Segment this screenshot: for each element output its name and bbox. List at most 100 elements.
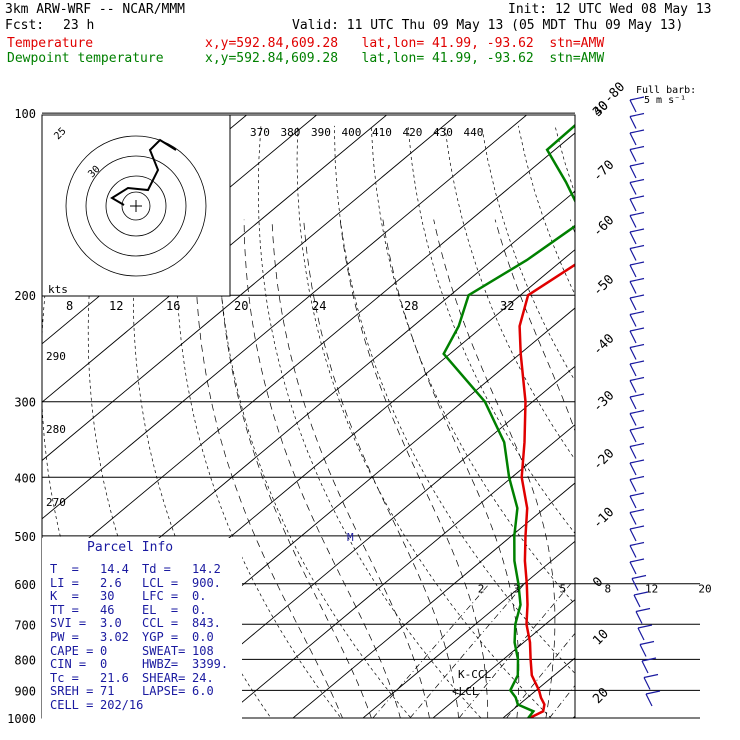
series-line-temperature [518,263,575,718]
hodograph-ring [105,175,167,237]
wind-barb [629,462,637,476]
wind-barb [629,426,645,431]
wind-barb [629,165,637,179]
theta-e-label: 410 [372,126,392,139]
wind-barb [629,376,645,382]
parcel-param-value: 108 [192,643,214,658]
temperature-tick-label: -40 [590,331,617,358]
valid-time: Valid: 11 UTC Thu 09 May 13 (05 MDT Thu … [292,18,684,33]
dry-adiabat [592,126,740,731]
theta-e-label: 440 [464,126,484,139]
wind-barb [629,446,637,459]
parcel-param-value: 21.6 [100,670,129,685]
wind-barb [629,327,645,332]
pressure-tick-label: 100 [14,107,36,121]
hodograph-unit: kts [48,283,68,296]
wind-barb [629,297,637,311]
wind-barb [635,607,651,613]
parcel-param-label: LI = [50,575,79,590]
wind-barb [641,660,649,674]
parcel-param-label: Tc = [50,670,79,685]
temperature-tick-label: 10 [590,627,612,649]
wind-barb [629,264,637,278]
series-line-dewpoint [442,123,575,718]
wind-barb [629,528,637,542]
wind-barb [629,314,637,327]
parcel-param-label: T = [50,562,79,576]
temperature-tick-label: -30 [590,388,617,415]
parcel-param-label: SREH = [50,684,94,699]
moist-adiabat [656,220,740,731]
hodograph-speed-label: 20 [234,299,248,313]
wind-barb [629,231,637,245]
wind-barb [631,574,647,580]
isotherm-line [572,715,575,718]
hodograph-speed-label: 28 [404,299,418,313]
wind-barb [629,215,637,228]
pressure-tick-label: 300 [14,396,36,410]
parcel-param-label: YGP = [142,630,179,644]
wind-barb [629,545,637,558]
parcel-param-value: 3.0 [100,616,122,631]
parcel-param-label: LFC = [142,589,179,604]
wind-barb [629,244,645,250]
parcel-info-panel: Parcel Info T = 14.4 Td = 14.2 LI = 2.6 LCL = 9… [42,538,242,728]
temperature-tick-label: -50 [590,272,617,299]
mixing-ratio-line [409,583,525,718]
wind-barb [629,132,637,146]
wind-barb [629,363,637,377]
parcel-param-value: 0 [100,657,108,672]
isotherm-line [292,482,575,718]
pressure-tick-label: 900 [14,684,36,698]
moist-adiabat [494,219,575,718]
mixing-ratio-label: 2 [478,582,485,595]
pressure-tick-label: 700 [14,618,36,632]
hodograph-ring [85,155,187,257]
dry-adiabat [517,125,575,296]
forecast-hour: 23 h [63,18,95,33]
marker-lcl: <LCL [452,685,479,698]
wind-barb [629,281,637,294]
dry-adiabat [334,125,575,674]
wind-barb [629,492,645,497]
isotherm-line [698,85,740,730]
isotherm-line [628,85,740,730]
mixing-ratio-label: 12 [645,582,658,595]
dry-adiabat [176,125,342,718]
parcel-param-label: CELL = [50,698,94,712]
theta-e-label: 390 [311,126,331,139]
pressure-tick-label: 400 [14,471,36,485]
wind-barb [639,644,647,657]
parcel-param-value: 0. [192,589,207,604]
wind-barb [629,429,637,443]
dry-adiabat [370,125,575,605]
hodograph-ring [65,135,207,277]
wind-barb [629,277,645,283]
pressure-tick-label: 500 [14,530,36,544]
dewpoint-location: x,y=592.84,609.28 lat,lon= 41.99, -93.62… [205,51,605,66]
temperature-location: x,y=592.84,609.28 lat,lon= 41.99, -93.62… [205,36,605,51]
parcel-param-value: 6.0 [192,684,214,699]
wind-barb [629,343,645,349]
wind-barb [629,459,645,464]
wind-barb [637,627,645,641]
parcel-param-value: 14.4 [100,562,129,576]
model-title: 3km ARW-WRF -- NCAR/MMM [5,2,186,17]
wind-barb [629,96,645,101]
theta-e-label: 370 [250,126,270,139]
wind-barb [629,228,645,233]
moist-adiabat [433,219,556,718]
temperature-tick-label: -60 [590,213,617,240]
wind-barb [629,310,645,316]
mixing-ratio-label: 5 [559,582,566,595]
wind-barb [633,594,641,608]
wind-barb [629,413,637,426]
wind-barb [629,495,637,509]
moist-adiabat [271,219,430,718]
wind-barb [629,512,637,525]
parcel-param-value: 3399. [192,657,229,672]
wind-barb [643,673,659,679]
parcel-param-value: 843. [192,616,221,631]
